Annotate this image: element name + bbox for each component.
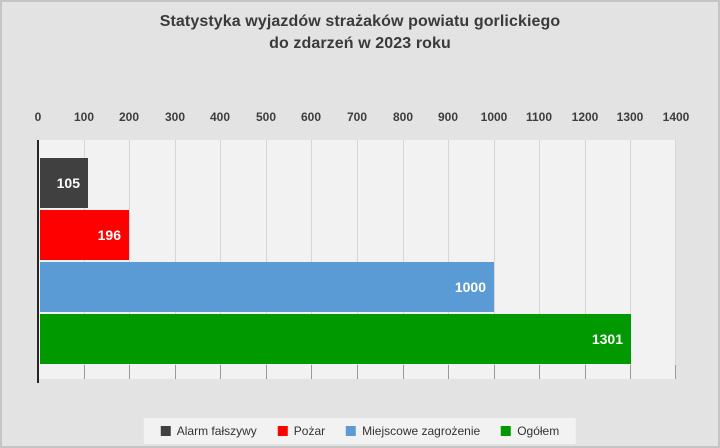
bar-alarm-fałszywy: 105	[40, 158, 88, 208]
axis-tick-mark	[448, 365, 449, 379]
axis-tick-mark	[494, 365, 495, 379]
x-axis-tick-label: 400	[209, 110, 231, 124]
axis-tick-mark	[357, 365, 358, 379]
gridline	[311, 140, 312, 379]
axis-tick-mark	[266, 365, 267, 379]
legend-label: Ogółem	[517, 424, 560, 438]
axis-tick-mark	[220, 365, 221, 379]
gridline	[448, 140, 449, 379]
axis-tick-mark	[84, 365, 85, 379]
legend-swatch-icon	[160, 426, 171, 436]
bar-pożar: 196	[40, 210, 129, 260]
bar-value-label: 1301	[591, 331, 623, 347]
legend-label: Pożar	[293, 424, 326, 438]
gridline	[129, 140, 130, 379]
x-axis-tick-label: 1000	[480, 110, 508, 124]
plot-area: 105 196 1000 1301	[38, 140, 676, 379]
x-axis-tick-label: 300	[164, 110, 186, 124]
legend-swatch-icon	[277, 426, 288, 436]
axis-tick-mark	[175, 365, 176, 379]
legend-swatch-icon	[346, 426, 357, 436]
gridline	[630, 140, 631, 379]
gridline	[585, 140, 586, 379]
bar-ogółem: 1301	[40, 314, 631, 364]
axis-tick-mark	[403, 365, 404, 379]
x-axis-tick-labels: 0 100 200 300 400 500 600 700 800 900 1000 1100 1200…	[35, 110, 690, 128]
legend-swatch-icon	[501, 426, 512, 436]
gridline	[175, 140, 176, 379]
gridline	[357, 140, 358, 379]
axis-tick-mark	[585, 365, 586, 379]
legend-item: Ogółem	[501, 424, 559, 438]
x-axis-tick-label: 800	[392, 110, 414, 124]
x-axis-tick-label: 1300	[616, 110, 644, 124]
bar-value-label: 1000	[454, 279, 486, 295]
bar-value-label: 196	[97, 227, 121, 243]
bar-miejscowe-zagrożenie: 1000	[40, 262, 494, 312]
gridline	[220, 140, 221, 379]
gridline	[494, 140, 495, 379]
legend-item: Pożar	[277, 424, 326, 438]
axis-tick-mark	[311, 365, 312, 379]
x-axis-tick-label: 1200	[571, 110, 599, 124]
bar-value-label: 105	[56, 175, 80, 191]
gridline	[539, 140, 540, 379]
gridline	[266, 140, 267, 379]
x-axis-tick-label: 700	[346, 110, 368, 124]
gridline	[403, 140, 404, 379]
legend-item: Miejscowe zagrożenie	[346, 424, 480, 438]
chart-title-line-2: do zdarzeń w 2023 roku	[269, 35, 451, 52]
x-axis-tick-label: 500	[255, 110, 277, 124]
legend: Alarm fałszywy Pożar Miejscowe zagrożenie O…	[143, 418, 577, 444]
x-axis-tick-label: 1400	[662, 110, 690, 124]
axis-tick-mark	[539, 365, 540, 379]
legend-item: Alarm fałszywy	[160, 424, 257, 438]
chart-title-line-1: Statystyka wyjazdów strażaków powiatu go…	[159, 13, 561, 30]
x-axis-tick-label: 100	[73, 110, 95, 124]
axis-tick-mark	[675, 365, 676, 379]
x-axis-tick-label: 600	[300, 110, 322, 124]
x-axis-tick-label: 200	[118, 110, 140, 124]
x-axis-tick-label: 0	[34, 110, 42, 124]
chart-title: Statystyka wyjazdów strażaków powiatu go…	[2, 11, 718, 55]
legend-label: Alarm fałszywy	[176, 424, 257, 438]
x-axis-tick-label: 900	[437, 110, 459, 124]
gridline	[675, 140, 676, 379]
axis-tick-mark	[129, 365, 130, 379]
x-axis-tick-label: 1100	[525, 110, 553, 124]
y-axis-line	[37, 140, 39, 383]
axis-tick-mark	[630, 365, 631, 379]
legend-label: Miejscowe zagrożenie	[362, 424, 481, 438]
